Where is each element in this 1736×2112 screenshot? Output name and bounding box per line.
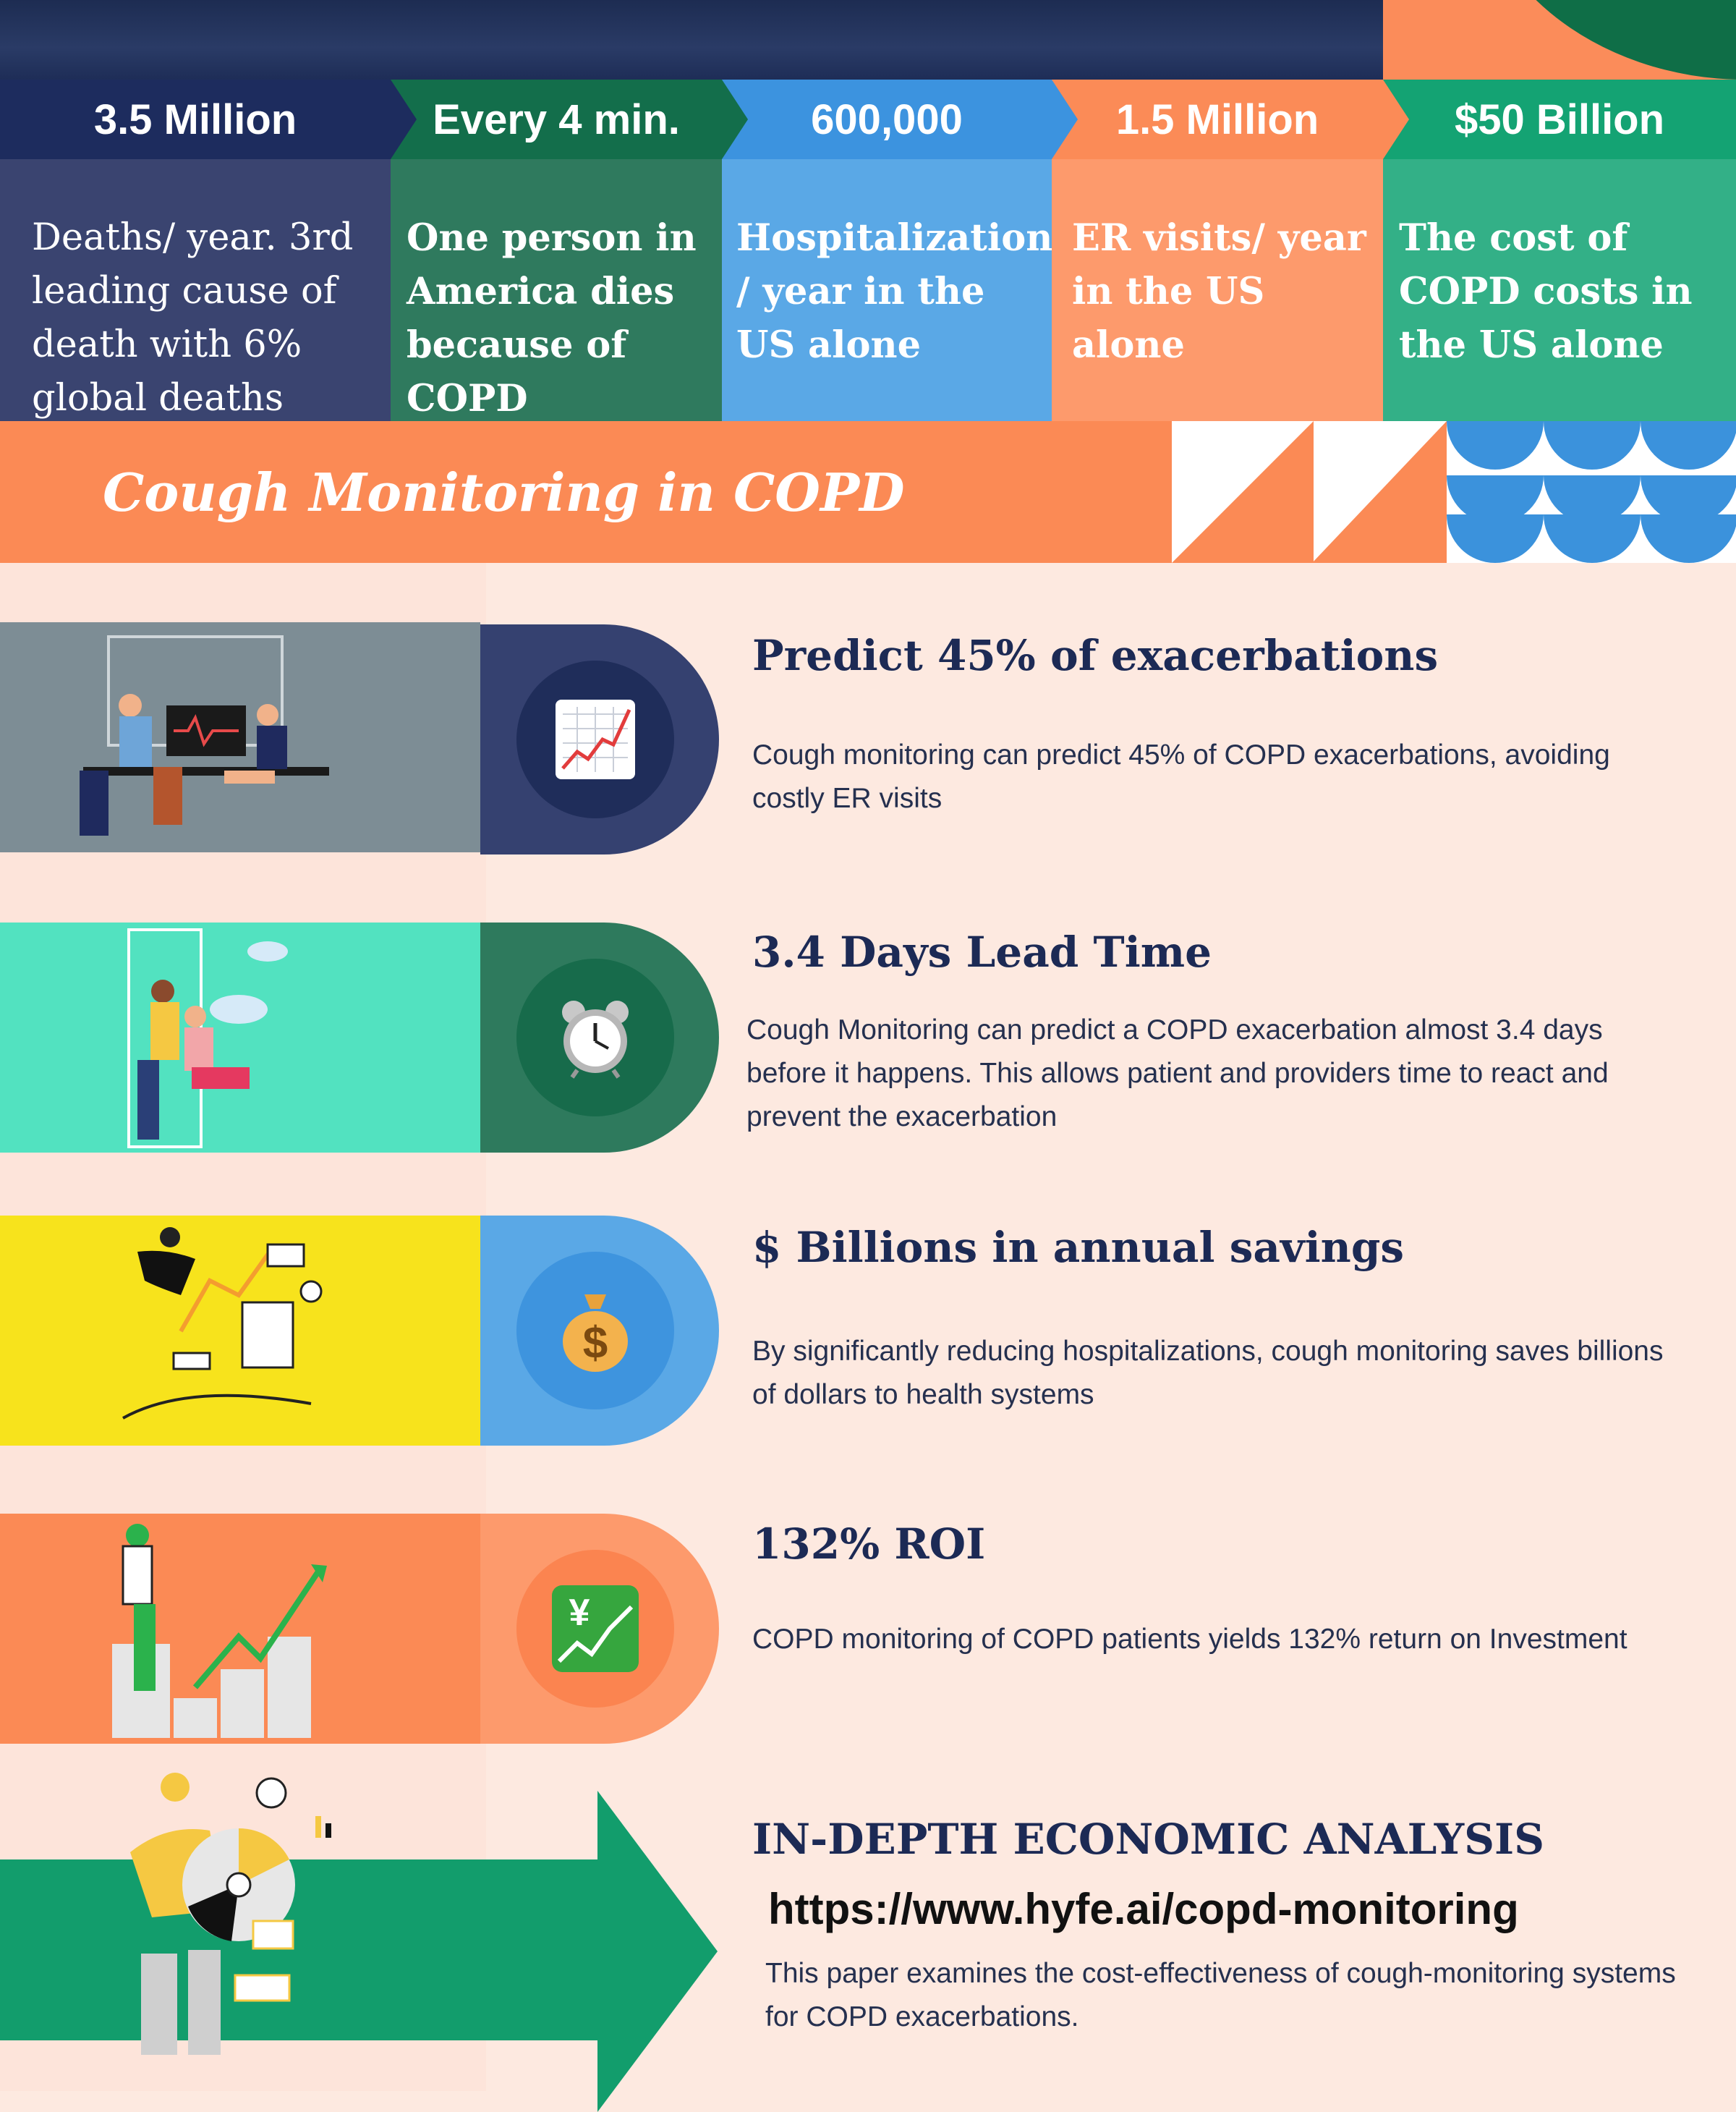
illustration-analysis-person [80,1765,398,2069]
section-title: Cough Monitoring in COPD [103,461,905,523]
feature-title-roi: 132% ROI [752,1519,986,1569]
stat-text-cost: The cost of COPD costs in the US alone [1383,159,1736,421]
feature-title-predict: Predict 45% of exacerbations [752,631,1439,680]
feature-body-predict: Cough monitoring can predict 45% of COPD… [752,739,1610,814]
chart-increasing-icon [516,661,674,818]
header-corner-decoration [1383,0,1736,80]
svg-text:$: $ [583,1318,608,1368]
svg-text:¥: ¥ [569,1592,590,1634]
scallop-decoration [1447,421,1736,563]
feature-body-lead-time: Cough Monitoring can predict a COPD exac… [746,1014,1609,1132]
chevron-divider [391,80,417,159]
illustration-roi-growth [0,1514,480,1744]
stat-text-frequency: One person in America dies because of CO… [391,159,722,421]
alarm-clock-icon [516,959,674,1116]
feature-body-savings: By significantly reducing hospitalizatio… [752,1336,1664,1410]
stat-text-er-visits: ER visits/ year in the US alone [1052,159,1383,421]
chevron-divider [1052,80,1078,159]
analysis-arrow-head [597,1791,718,2112]
header-sky-banner [0,0,1383,80]
chevron-divider [1383,80,1409,159]
money-bag-icon: $ [516,1252,674,1409]
section-title-band [0,421,1172,563]
feature-body-roi: COPD monitoring of COPD patients yields … [752,1624,1628,1655]
stat-text-hospitalizations: Hospitalizations / year in the US alone [722,159,1052,421]
analysis-link[interactable]: https://www.hyfe.ai/copd-monitoring [768,1885,1519,1933]
triangle-decoration [1172,421,1447,563]
analysis-arrow-body [0,1859,600,2040]
stat-text-deaths: Deaths/ year. 3rd leading cause of death… [0,159,391,421]
stat-value-cost: $50 Billion [1383,80,1736,159]
chevron-divider [722,80,748,159]
stat-value-hospitalizations: 600,000 [722,80,1052,159]
stat-value-er-visits: 1.5 Million [1052,80,1383,159]
feature-title-savings: $ Billions in annual savings [752,1223,1405,1272]
yen-chart-icon: ¥ [516,1550,674,1708]
feature-title-lead-time: 3.4 Days Lead Time [752,928,1212,977]
illustration-doctor-consult [0,622,480,852]
analysis-title: IN-DEPTH ECONOMIC ANALYSIS [752,1815,1545,1864]
illustration-caregiver [0,923,480,1153]
stat-value-deaths: 3.5 Million [0,80,391,159]
analysis-body: This paper examines the cost-effectivene… [765,1958,1676,2032]
stat-value-frequency: Every 4 min. [391,80,722,159]
illustration-savings [0,1216,480,1446]
